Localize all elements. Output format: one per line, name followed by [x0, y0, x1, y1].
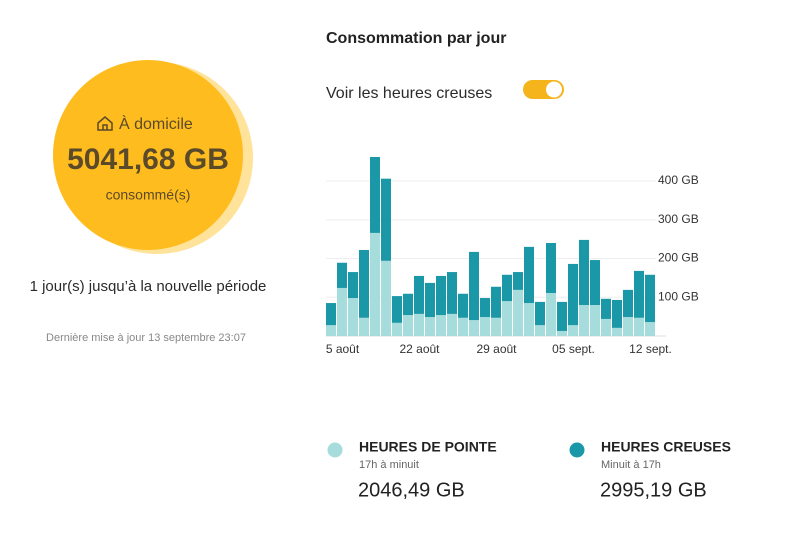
bar-segment	[480, 317, 490, 336]
bar-segment	[480, 298, 490, 318]
bar-segment	[447, 272, 457, 314]
x-tick-label: 5 août	[326, 342, 360, 356]
legend-subtitle: 17h à minuit	[359, 459, 419, 471]
bar-segment	[425, 317, 435, 336]
bar-segment	[392, 322, 402, 336]
bar-segment	[590, 260, 600, 305]
bar-segment	[414, 313, 424, 336]
bar-segment	[579, 239, 589, 305]
days-left: 1 jour(s) jusqu’à la nouvelle période	[30, 278, 267, 295]
legend-swatch	[569, 442, 585, 458]
bar-segment	[403, 315, 413, 336]
bar-segment	[469, 320, 479, 336]
toggle-label: Voir les heures creuses	[326, 85, 492, 102]
bar-segment	[513, 289, 523, 336]
bar-segment	[524, 303, 534, 336]
bar-segment	[546, 243, 556, 293]
legend: HEURES DE POINTE 17h à minuit 2046,49 GB HE…	[327, 439, 731, 501]
bar-segment	[425, 282, 435, 318]
bar-segment	[337, 287, 347, 336]
bar-segment	[392, 296, 402, 323]
blob	[53, 60, 243, 250]
bar-segment	[337, 262, 347, 288]
bar-segment	[359, 317, 369, 336]
legend-name: HEURES CREUSES	[601, 439, 731, 455]
location: À domicile	[119, 114, 193, 133]
y-tick-label: 300 GB	[658, 212, 699, 226]
bar-segment	[381, 260, 391, 336]
bar-segment	[568, 263, 578, 326]
bar-segment	[557, 301, 567, 331]
bar-segment	[645, 322, 655, 336]
x-tick-label: 12 sept.	[629, 342, 672, 356]
bar-segment	[612, 299, 622, 328]
legend-total: 2995,19 GB	[600, 479, 707, 501]
bar-segment	[414, 275, 424, 314]
bar-segment	[491, 317, 501, 336]
bar-segment	[458, 317, 468, 336]
x-tick-label: 22 août	[399, 342, 440, 356]
legend-name: HEURES DE POINTE	[359, 439, 497, 455]
bar-segment	[348, 272, 358, 299]
bar-segment	[601, 298, 611, 319]
bar-segment	[370, 156, 380, 233]
bar-segment	[458, 293, 468, 318]
home-icon	[97, 116, 113, 131]
bar-segment	[535, 325, 545, 336]
legend-total: 2046,49 GB	[358, 479, 465, 501]
bar-segment	[326, 303, 336, 326]
bar-segment	[326, 325, 336, 336]
bar-segment	[436, 315, 446, 336]
y-tick-label: 100 GB	[658, 289, 699, 303]
bar-segment	[491, 286, 501, 318]
bar-segment	[623, 317, 633, 336]
bar-segment	[370, 232, 380, 336]
bar-segment	[645, 274, 655, 323]
bar-segment	[513, 272, 523, 290]
bar-segment	[502, 301, 512, 336]
y-tick-label: 200 GB	[658, 251, 699, 265]
bar-segment	[381, 178, 391, 261]
chart: 100 GB 200 GB 300 GB 400 GB 5 août 22 août 29 …	[326, 156, 699, 356]
x-tick-label: 29 août	[476, 342, 517, 356]
legend-subtitle: Minuit à 17h	[601, 459, 661, 471]
bar-segment	[447, 313, 457, 336]
bar-segment	[403, 293, 413, 316]
x-tick-label: 05 sept.	[552, 342, 595, 356]
total: 5041,68 GB	[67, 143, 229, 176]
bar-segment	[348, 298, 358, 336]
bar-segment	[557, 330, 567, 336]
bar-segment	[623, 289, 633, 318]
bar-segment	[359, 249, 369, 318]
bar-segment	[579, 305, 589, 336]
panel-title: Consommation par jour	[326, 30, 506, 47]
bar-segment	[601, 318, 611, 336]
bar-segment	[612, 327, 622, 336]
bar-segment	[546, 292, 556, 336]
bar-segment	[524, 246, 534, 304]
updated: Dernière mise à jour 13 septembre 23:07	[46, 332, 246, 344]
note: consommé(s)	[106, 187, 191, 203]
bar-segment	[634, 317, 644, 336]
bar-segment	[590, 305, 600, 336]
bar-segment	[535, 301, 545, 326]
toggle-knob	[546, 81, 562, 98]
bar-segment	[469, 251, 479, 321]
bar-segment	[436, 275, 446, 316]
toggle[interactable]	[523, 80, 564, 99]
legend-swatch	[327, 442, 343, 458]
bar-segment	[634, 270, 644, 318]
bar-segment	[568, 325, 578, 336]
y-tick-label: 400 GB	[658, 173, 699, 187]
bar-segment	[502, 274, 512, 302]
